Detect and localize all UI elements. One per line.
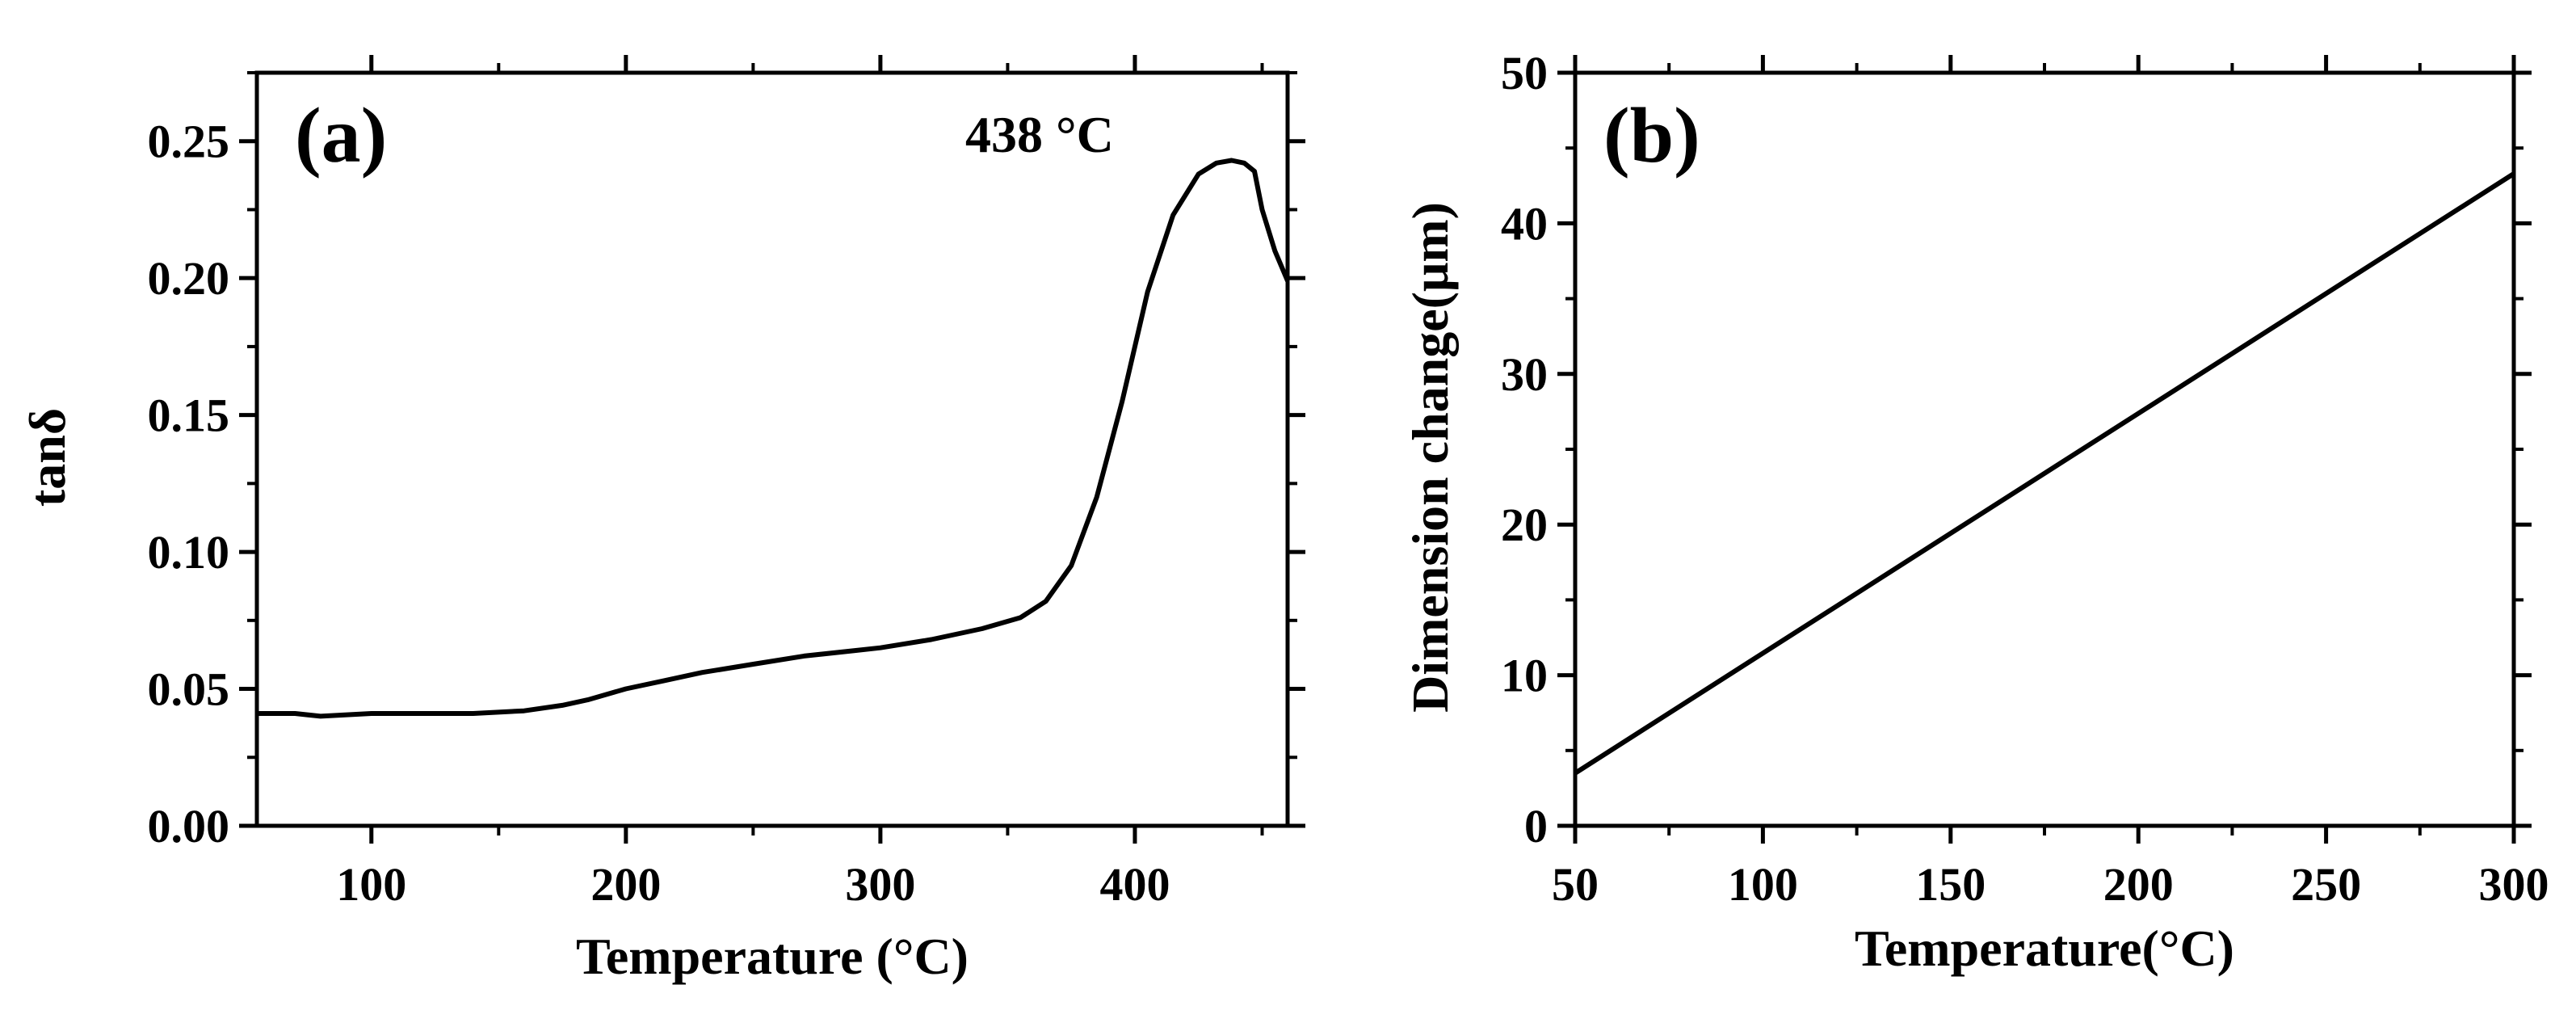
y-tick-label: 0.15 <box>148 389 230 442</box>
y-tick-label: 0.05 <box>148 663 230 716</box>
series-line <box>257 158 1288 719</box>
x-tick-label: 250 <box>2291 858 2361 911</box>
panel-label: (a) <box>295 92 387 179</box>
series-line <box>1575 170 2514 776</box>
x-tick-label: 100 <box>1728 858 1798 911</box>
x-tick-label: 50 <box>1552 858 1599 911</box>
x-tick-label: 200 <box>2103 858 2174 911</box>
chart-panel-a: 100 200 300 400 0.00 0.05 0.10 0.15 0.20 0.25 Temp… <box>19 55 1305 985</box>
x-axis-label: Temperature(°C) <box>1855 920 2234 977</box>
y-tick-label: 30 <box>1501 348 1548 401</box>
plot-frame <box>1573 70 2516 828</box>
x-tick-label: 100 <box>336 858 406 911</box>
y-tick-label: 10 <box>1501 650 1548 702</box>
y-tick-label: 40 <box>1501 197 1548 250</box>
y-tick-label: 50 <box>1501 47 1548 99</box>
y-tick-label: 0.25 <box>148 116 230 168</box>
x-tick-label: 150 <box>1915 858 1986 911</box>
y-tick-label: 0.00 <box>148 800 230 852</box>
x-tick-label: 400 <box>1099 858 1170 911</box>
x-tick-label: 200 <box>590 858 661 911</box>
y-axis-label: tanδ <box>19 408 76 507</box>
peak-annotation: 438 °C <box>965 106 1114 163</box>
x-tick-label: 300 <box>2479 858 2549 911</box>
y-tick-label: 20 <box>1501 499 1548 551</box>
x-tick-label: 300 <box>845 858 915 911</box>
y-axis-label: Dimension change(μm) <box>1401 202 1459 713</box>
panel-label: (b) <box>1603 92 1700 179</box>
y-tick-label: 0.10 <box>148 526 230 579</box>
chart-panel-b: 50 100 150 200 250 300 0 10 20 30 40 50 Temperature(… <box>1401 47 2549 977</box>
plot-frame <box>254 70 1290 828</box>
y-tick-label: 0.20 <box>148 252 230 305</box>
x-axis-label: Temperature (°C) <box>576 928 969 985</box>
y-tick-label: 0 <box>1524 800 1548 852</box>
